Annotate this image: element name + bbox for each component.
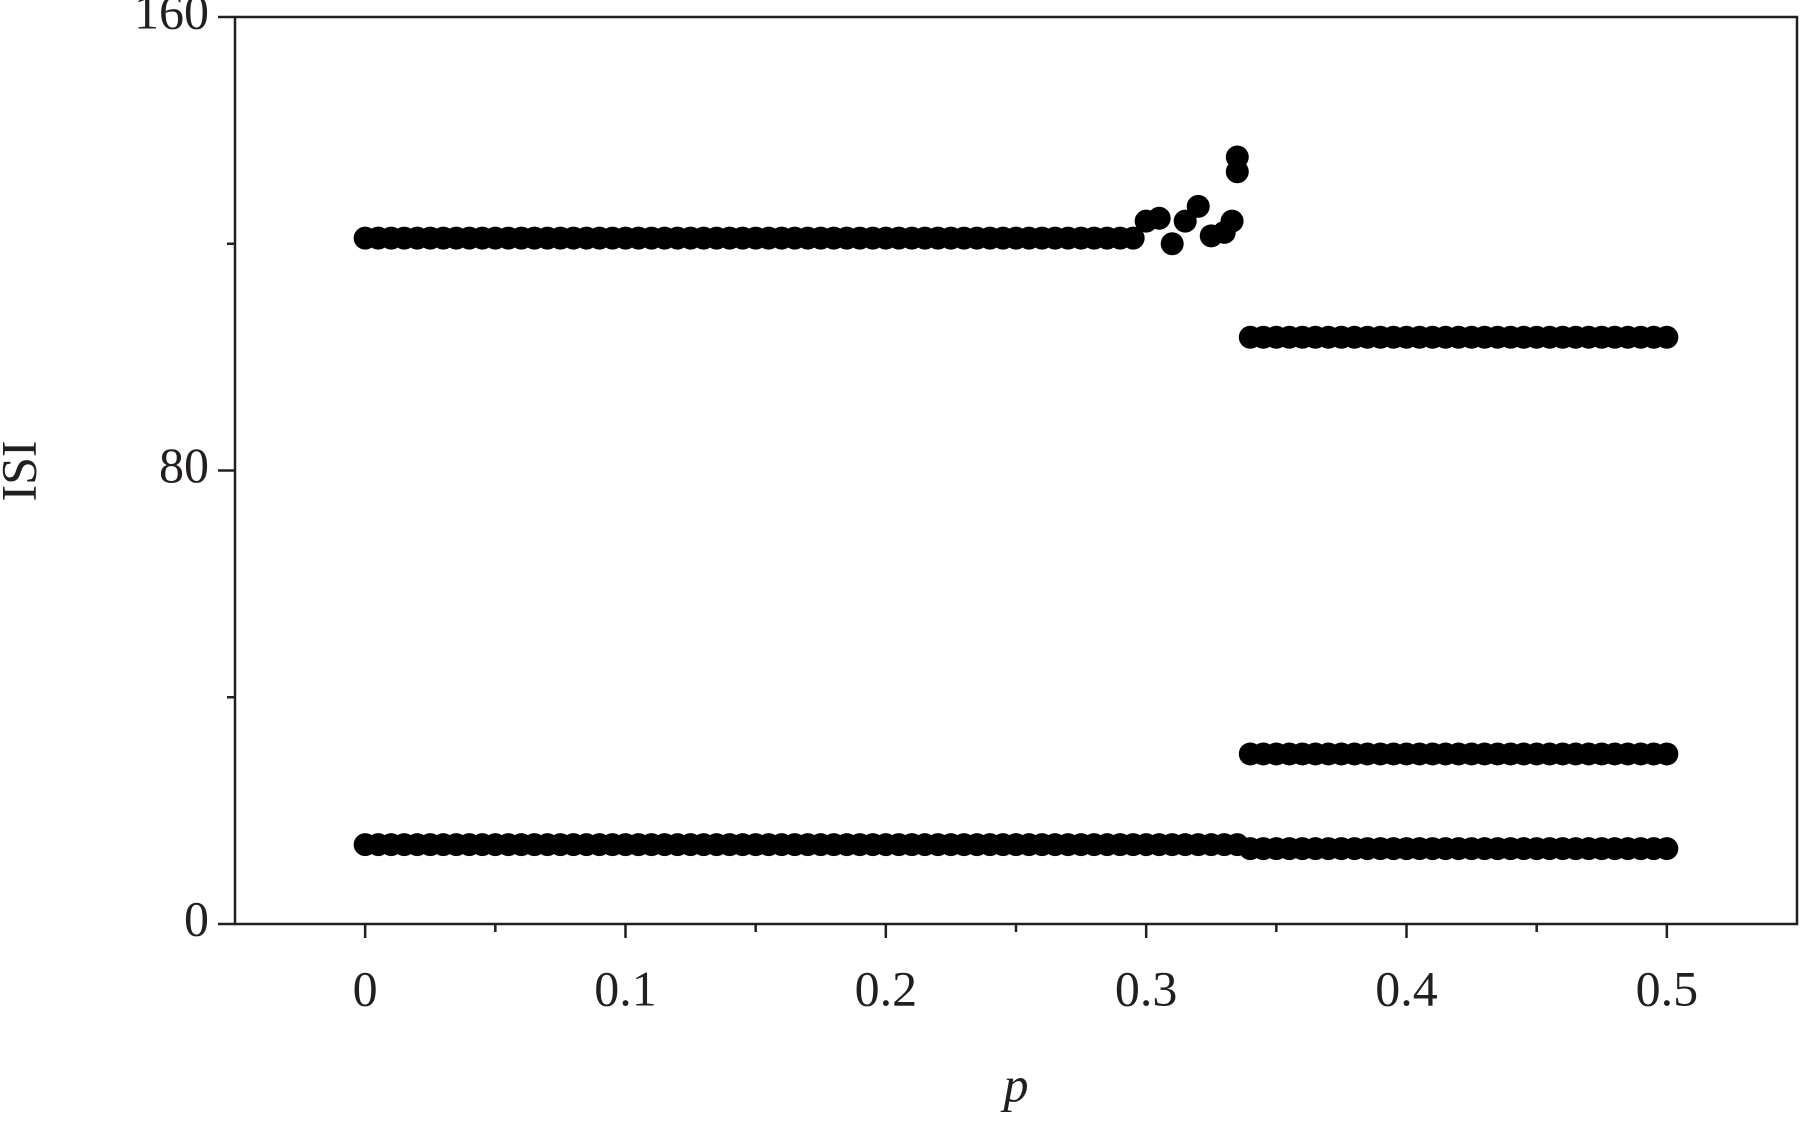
scatter-point: [1655, 837, 1679, 861]
x-tick-label: 0.5: [1636, 960, 1699, 1016]
x-tick-label: 0.4: [1375, 960, 1438, 1016]
y-tick-label: 160: [134, 0, 209, 39]
x-tick-label: 0.2: [855, 960, 918, 1016]
y-tick-label: 0: [184, 890, 209, 946]
x-axis-label: p: [1001, 1056, 1029, 1112]
scatter-point: [1186, 194, 1210, 218]
y-axis-label: ISI: [0, 440, 46, 501]
y-tick-label: 80: [159, 437, 209, 493]
x-tick-label: 0: [353, 960, 378, 1016]
scatter-point: [1173, 209, 1197, 233]
scatter-point: [1655, 325, 1679, 349]
scatter-point: [1225, 145, 1249, 169]
plot-frame: [233, 15, 1799, 926]
x-tick-label: 0.3: [1115, 960, 1178, 1016]
scatter-point: [1147, 206, 1171, 230]
scatter-point: [1121, 226, 1145, 250]
scatter-point: [1655, 742, 1679, 766]
x-tick-label: 0.1: [594, 960, 657, 1016]
scatter-point: [1160, 232, 1184, 256]
scatter-point: [1220, 209, 1244, 233]
